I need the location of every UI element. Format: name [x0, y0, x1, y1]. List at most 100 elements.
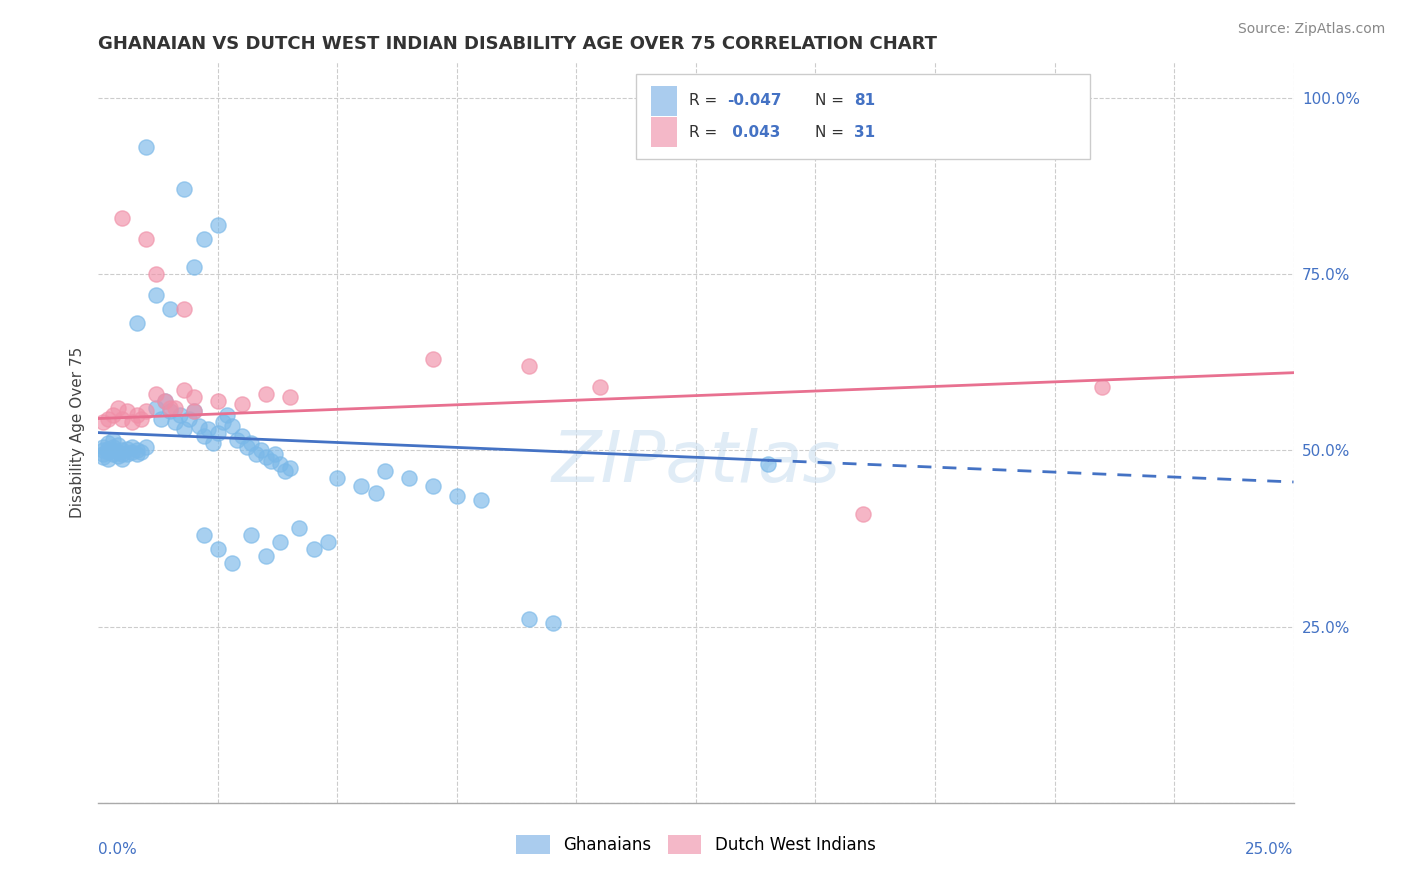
Point — [207, 541, 229, 556]
Point — [111, 411, 134, 425]
Point — [470, 492, 492, 507]
Point — [91, 415, 114, 429]
Point — [97, 442, 120, 456]
Point — [288, 521, 311, 535]
Point — [316, 535, 339, 549]
Point — [149, 411, 172, 425]
Point — [202, 436, 225, 450]
Point — [254, 387, 277, 401]
Point — [121, 415, 143, 429]
Point — [183, 390, 205, 404]
Point — [374, 464, 396, 478]
Point — [269, 458, 291, 472]
Point — [135, 440, 157, 454]
Point — [326, 471, 349, 485]
Point — [207, 218, 229, 232]
Point — [169, 408, 191, 422]
Point — [254, 450, 277, 465]
Point — [231, 397, 253, 411]
Point — [207, 425, 229, 440]
Text: 25.0%: 25.0% — [1246, 842, 1294, 856]
Point — [852, 507, 875, 521]
Point — [91, 450, 114, 465]
Point — [422, 478, 444, 492]
Point — [278, 390, 301, 404]
Point — [101, 408, 124, 422]
Point — [121, 440, 143, 454]
Point — [173, 384, 195, 398]
Point — [183, 404, 205, 418]
Point — [278, 461, 301, 475]
Point — [97, 444, 120, 458]
Point — [159, 404, 181, 418]
Point — [159, 401, 181, 415]
Point — [364, 485, 387, 500]
Point — [235, 440, 257, 454]
Point — [517, 612, 540, 626]
Point — [115, 447, 138, 461]
Point — [269, 535, 291, 549]
Point — [97, 411, 120, 425]
Point — [125, 443, 148, 458]
Text: N =: N = — [815, 94, 849, 109]
Point — [589, 380, 612, 394]
Point — [259, 454, 281, 468]
Point — [245, 447, 267, 461]
Point — [197, 422, 219, 436]
Y-axis label: Disability Age Over 75: Disability Age Over 75 — [69, 347, 84, 518]
Point — [274, 464, 297, 478]
Point — [97, 436, 120, 450]
Point — [101, 443, 124, 458]
Point — [107, 401, 129, 415]
Point — [115, 404, 138, 418]
Point — [264, 447, 287, 461]
Point — [250, 443, 273, 458]
Point — [125, 316, 148, 330]
Bar — [651, 117, 676, 147]
Point — [107, 437, 129, 451]
Text: 81: 81 — [853, 94, 875, 109]
Point — [240, 528, 263, 542]
Point — [91, 443, 114, 458]
Point — [193, 232, 215, 246]
Point — [183, 404, 205, 418]
Point — [101, 433, 124, 447]
Point — [756, 458, 779, 472]
Point — [121, 444, 143, 458]
Text: N =: N = — [815, 125, 849, 139]
Point — [254, 549, 277, 563]
Text: 31: 31 — [853, 125, 875, 139]
Point — [145, 401, 167, 415]
Point — [173, 302, 195, 317]
Point — [187, 418, 209, 433]
Point — [541, 615, 564, 630]
Text: 0.043: 0.043 — [727, 125, 780, 139]
Point — [221, 556, 243, 570]
Point — [107, 444, 129, 458]
Point — [107, 449, 129, 463]
Point — [217, 408, 239, 422]
Point — [173, 422, 195, 436]
Point — [179, 411, 201, 425]
Point — [135, 140, 157, 154]
Text: GHANAIAN VS DUTCH WEST INDIAN DISABILITY AGE OVER 75 CORRELATION CHART: GHANAIAN VS DUTCH WEST INDIAN DISABILITY… — [98, 35, 938, 53]
Text: 0.0%: 0.0% — [98, 842, 138, 856]
Point — [131, 411, 153, 425]
Point — [145, 288, 167, 302]
Point — [350, 478, 373, 492]
Point — [91, 440, 114, 454]
Point — [131, 444, 153, 458]
Point — [173, 182, 195, 196]
Point — [231, 429, 253, 443]
Point — [211, 415, 233, 429]
Legend: Ghanaians, Dutch West Indians: Ghanaians, Dutch West Indians — [510, 829, 882, 861]
Point — [226, 433, 249, 447]
Text: R =: R = — [689, 94, 721, 109]
Point — [183, 260, 205, 274]
Point — [163, 401, 186, 415]
Point — [155, 393, 177, 408]
Bar — [651, 87, 676, 116]
Text: ZIPatlas: ZIPatlas — [551, 428, 841, 497]
Point — [1043, 119, 1066, 133]
Point — [101, 440, 124, 454]
